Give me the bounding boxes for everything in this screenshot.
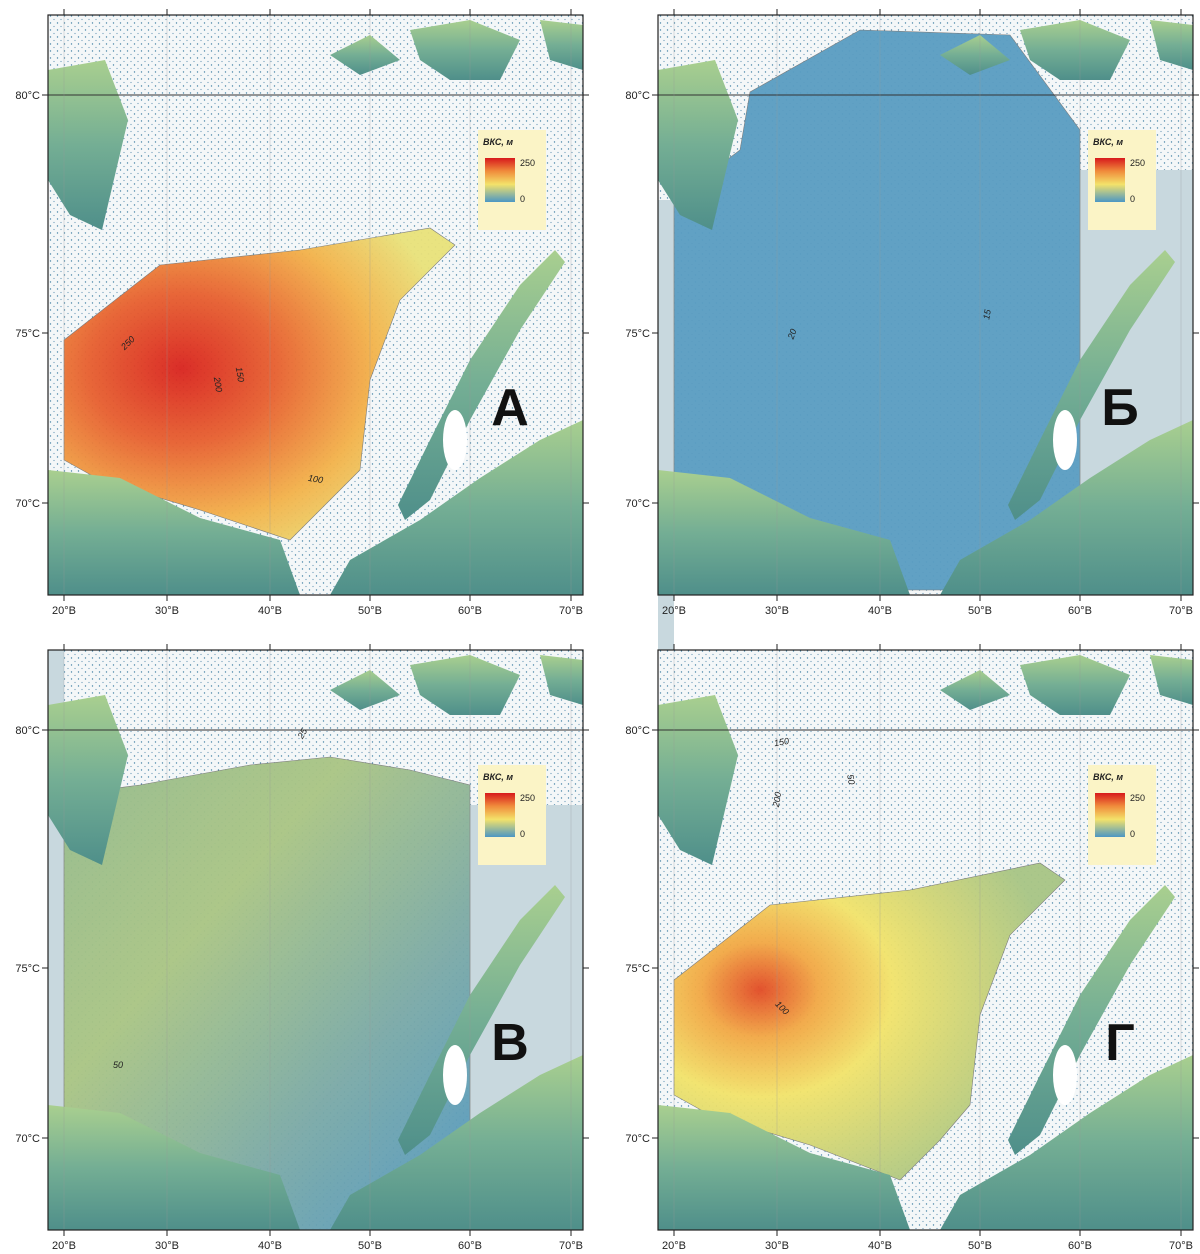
lat-label: 80°С [15, 725, 40, 737]
lon-label: 40°В [258, 605, 282, 617]
legend-max: 250 [1130, 793, 1145, 803]
lat-label: 80°С [625, 90, 650, 102]
legend-bar [485, 158, 515, 202]
island [443, 410, 467, 470]
legend-bar [1095, 158, 1125, 202]
legend-title: ВКС, м [483, 772, 513, 782]
lon-label: 70°В [1169, 605, 1193, 617]
lat-label: 75°С [15, 328, 40, 340]
lat-label: 70°С [15, 498, 40, 510]
legend-min: 0 [1130, 194, 1135, 204]
map-panel: 20°В 30°В 40°В 50°В 60°В 70°В 70°С 75°С 80°С ВКС,… [625, 644, 1199, 1249]
contour-label: 50 [845, 774, 857, 786]
panels: 20°В 30°В 40°В 50°В 60°В 70°В 70°С 75°С 80°С ВКС,… [15, 9, 1199, 1249]
legend-title: ВКС, м [483, 137, 513, 147]
legend-bar [485, 793, 515, 837]
map-panel: 20°В 30°В 40°В 50°В 60°В 70°В 70°С 75°С 80°С ВКС,… [15, 644, 589, 1249]
legend-title: ВКС, м [1093, 772, 1123, 782]
lon-label: 20°В [662, 605, 686, 617]
lon-label: 20°В [52, 605, 76, 617]
lon-label: 60°В [458, 1240, 482, 1249]
legend-max: 250 [520, 793, 535, 803]
lat-label: 75°С [625, 963, 650, 975]
lon-label: 30°В [765, 1240, 789, 1249]
lon-label: 40°В [868, 605, 892, 617]
lon-label: 70°В [559, 1240, 583, 1249]
legend-min: 0 [520, 194, 525, 204]
lon-label: 50°В [358, 605, 382, 617]
lon-label: 20°В [52, 1240, 76, 1249]
panel-letter: Г [1105, 1014, 1134, 1072]
lon-label: 30°В [155, 605, 179, 617]
lon-label: 70°В [559, 605, 583, 617]
lat-label: 70°С [625, 498, 650, 510]
island [443, 1045, 467, 1105]
legend-max: 250 [1130, 158, 1145, 168]
legend-bar [1095, 793, 1125, 837]
panel-letter: Б [1101, 379, 1138, 437]
figure: 20°В 30°В 40°В 50°В 60°В 70°В 70°С 75°С 80°С ВКС,… [0, 0, 1200, 1249]
lon-label: 40°В [868, 1240, 892, 1249]
lat-label: 70°С [625, 1133, 650, 1145]
island [1053, 410, 1077, 470]
panel-letter: В [491, 1014, 529, 1072]
lon-label: 30°В [765, 605, 789, 617]
legend-min: 0 [1130, 829, 1135, 839]
lon-label: 50°В [358, 1240, 382, 1249]
lat-label: 80°С [15, 90, 40, 102]
legend-title: ВКС, м [1093, 137, 1123, 147]
lat-label: 75°С [625, 328, 650, 340]
lon-label: 50°В [968, 605, 992, 617]
panel-letter: А [491, 379, 529, 437]
legend-min: 0 [520, 829, 525, 839]
lon-label: 20°В [662, 1240, 686, 1249]
lon-label: 40°В [258, 1240, 282, 1249]
lat-label: 80°С [625, 725, 650, 737]
lon-label: 30°В [155, 1240, 179, 1249]
lat-label: 70°С [15, 1133, 40, 1145]
contour-label: 50 [113, 1060, 123, 1070]
lon-label: 70°В [1169, 1240, 1193, 1249]
lon-label: 60°В [1068, 1240, 1092, 1249]
lon-label: 50°В [968, 1240, 992, 1249]
legend-max: 250 [520, 158, 535, 168]
island [1053, 1045, 1077, 1105]
lat-label: 75°С [15, 963, 40, 975]
lon-label: 60°В [458, 605, 482, 617]
lon-label: 60°В [1068, 605, 1092, 617]
map-panel: 20°В 30°В 40°В 50°В 60°В 70°В 70°С 75°С 80°С ВКС,… [15, 9, 589, 617]
